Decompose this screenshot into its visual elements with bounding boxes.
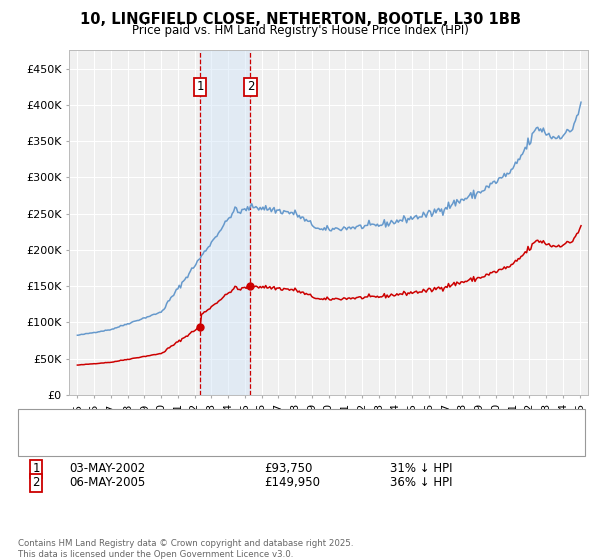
Text: £93,750: £93,750 — [264, 462, 313, 475]
Text: —: — — [33, 427, 49, 442]
Text: 2: 2 — [32, 476, 40, 489]
Text: 1: 1 — [32, 462, 40, 475]
Text: 10, LINGFIELD CLOSE, NETHERTON, BOOTLE, L30 1BB: 10, LINGFIELD CLOSE, NETHERTON, BOOTLE, … — [79, 12, 521, 27]
Text: —: — — [33, 438, 49, 452]
Bar — [200, 50, 250, 395]
Text: 2: 2 — [247, 80, 254, 93]
Text: 31% ↓ HPI: 31% ↓ HPI — [390, 462, 452, 475]
Text: 03-MAY-2002: 03-MAY-2002 — [69, 462, 145, 475]
Text: HPI: Average price, detached house, Sefton: HPI: Average price, detached house, Seft… — [48, 440, 286, 450]
Text: Contains HM Land Registry data © Crown copyright and database right 2025.
This d: Contains HM Land Registry data © Crown c… — [18, 539, 353, 559]
Text: 06-MAY-2005: 06-MAY-2005 — [69, 476, 145, 489]
Text: 1: 1 — [197, 80, 204, 93]
Text: Price paid vs. HM Land Registry's House Price Index (HPI): Price paid vs. HM Land Registry's House … — [131, 24, 469, 36]
Text: 36% ↓ HPI: 36% ↓ HPI — [390, 476, 452, 489]
Text: 10, LINGFIELD CLOSE, NETHERTON, BOOTLE, L30 1BB (detached house): 10, LINGFIELD CLOSE, NETHERTON, BOOTLE, … — [48, 430, 442, 440]
Text: £149,950: £149,950 — [264, 476, 320, 489]
